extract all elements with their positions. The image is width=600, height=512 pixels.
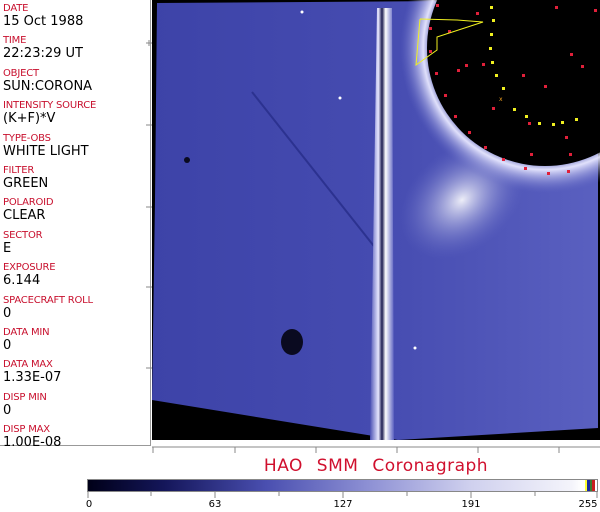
colorbar-label: 0 — [85, 499, 93, 510]
field-value: E — [3, 240, 12, 256]
pylon-streak — [370, 8, 394, 440]
field-value: 0 — [3, 305, 12, 321]
colorbar-marker-red — [592, 480, 595, 491]
colorbar — [87, 479, 598, 492]
field-value: CLEAR — [3, 208, 46, 224]
dust-spot-small — [184, 157, 190, 163]
field-label: TYPE-OBS — [3, 132, 51, 144]
field-label: FILTER — [3, 165, 35, 176]
image-axis — [152, 446, 600, 453]
field-label: SPACECRAFT ROLL — [3, 294, 93, 306]
field-value: 15 Oct 1988 — [3, 14, 84, 29]
coronagraph-image[interactable]: x — [152, 0, 600, 440]
colorbar-label: 63 — [208, 499, 222, 510]
image-y-axis-ticks — [146, 40, 152, 369]
field-value: 6.144 — [3, 273, 41, 289]
field-label: DISP MIN — [3, 391, 47, 403]
field-label: DATE — [3, 3, 29, 14]
instrument-title: HAO SMM Coronagraph — [263, 456, 489, 476]
colorbar-label: 127 — [333, 499, 353, 510]
colorbar-marker-blue — [587, 480, 590, 491]
field-value: 0 — [3, 338, 12, 353]
field-value: WHITE LIGHT — [3, 143, 89, 159]
star — [413, 346, 417, 350]
field-value: (K+F)*V — [3, 111, 56, 127]
field-label: TIME — [3, 35, 27, 47]
field-value: SUN:CORONA — [3, 78, 93, 94]
colorbar-ticks — [87, 492, 598, 498]
header-info-panel: DATE 15 Oct 1988 TIME 22:23:29 UT OBJECT SUN:… — [0, 0, 151, 450]
star — [338, 96, 342, 100]
colorbar-label: 255 — [578, 499, 598, 510]
field-label: OBJECT — [3, 67, 39, 79]
field-value: 1.00E-08 — [3, 435, 62, 451]
field-label: INTENSITY SOURCE — [3, 100, 97, 112]
field-label: DISP MAX — [3, 424, 50, 436]
field-value: 0 — [3, 402, 12, 418]
field-label: POLAROID — [3, 197, 54, 209]
diagonal-artifact — [251, 91, 378, 251]
field-value: 1.33E-07 — [3, 370, 62, 386]
field-label: DATA MIN — [3, 327, 50, 338]
dust-spot — [281, 329, 303, 355]
colorbar-label: 191 — [461, 499, 481, 510]
svg-text:x: x — [499, 96, 503, 103]
colorbar-marker-yellow — [585, 480, 587, 491]
star — [300, 10, 304, 14]
field-label: DATA MAX — [3, 359, 53, 371]
field-value: GREEN — [3, 176, 49, 191]
field-value: 22:23:29 UT — [3, 46, 83, 62]
field-label: EXPOSURE — [3, 262, 56, 274]
grid-markers: x — [415, 4, 597, 175]
occulter-disk — [427, 0, 600, 166]
field-label: SECTOR — [3, 229, 43, 241]
colorbar-marker-green — [590, 480, 592, 491]
